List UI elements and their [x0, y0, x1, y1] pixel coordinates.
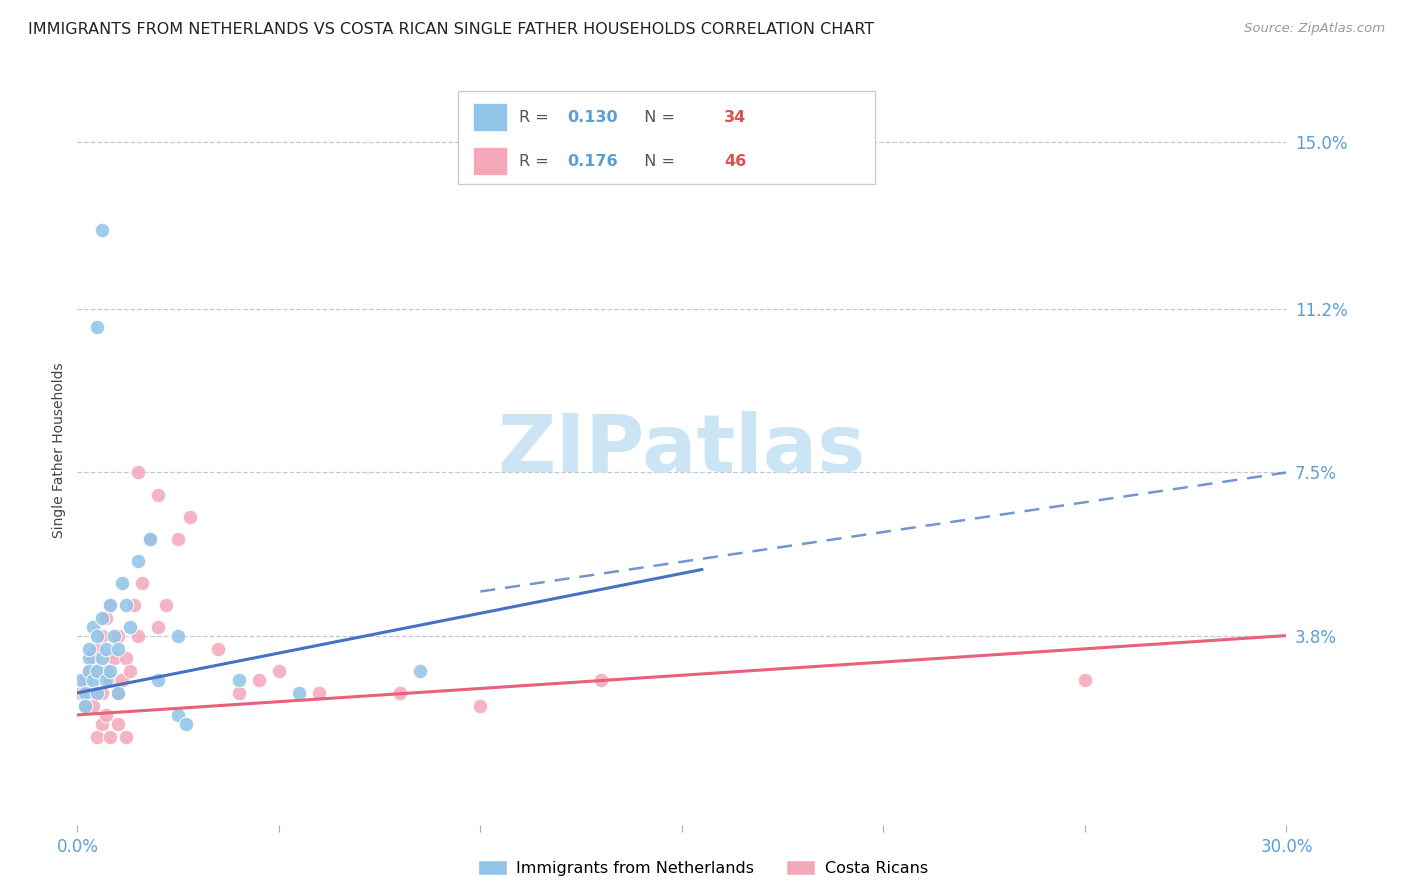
Point — [82, 650, 104, 665]
Point — [98, 598, 121, 612]
Point — [228, 673, 250, 687]
Point — [98, 598, 121, 612]
Point — [107, 686, 129, 700]
Point — [179, 509, 201, 524]
Point — [70, 686, 93, 700]
Point — [79, 641, 101, 656]
Text: N =: N = — [634, 153, 679, 169]
Point — [75, 673, 97, 687]
Y-axis label: Single Father Households: Single Father Households — [52, 363, 66, 538]
Point — [79, 650, 101, 665]
Point — [98, 664, 121, 678]
Point — [167, 629, 190, 643]
Point — [174, 716, 197, 731]
Point — [82, 673, 104, 687]
Point — [107, 686, 129, 700]
Point — [308, 686, 330, 700]
Point — [90, 629, 112, 643]
Point — [94, 611, 117, 625]
Point — [90, 716, 112, 731]
Point — [122, 598, 145, 612]
Point — [591, 673, 613, 687]
Point — [228, 686, 250, 700]
Point — [114, 730, 136, 744]
Point — [1074, 673, 1097, 687]
Text: N =: N = — [634, 110, 679, 125]
Point — [86, 686, 108, 700]
Text: Source: ZipAtlas.com: Source: ZipAtlas.com — [1244, 22, 1385, 36]
Point — [267, 664, 290, 678]
Point — [90, 611, 112, 625]
FancyBboxPatch shape — [458, 91, 876, 185]
Point — [94, 707, 117, 722]
Text: R =: R = — [519, 153, 554, 169]
Text: ZIPatlas: ZIPatlas — [498, 411, 866, 490]
Bar — [472, 103, 506, 131]
Point — [146, 673, 169, 687]
Point — [167, 707, 190, 722]
Point — [79, 686, 101, 700]
Point — [247, 673, 270, 687]
Point — [114, 598, 136, 612]
Point — [107, 716, 129, 731]
Legend: Immigrants from Netherlands, Costa Ricans: Immigrants from Netherlands, Costa Rican… — [472, 854, 934, 882]
Point — [98, 730, 121, 744]
Point — [86, 730, 108, 744]
Point — [114, 650, 136, 665]
Point — [470, 699, 492, 714]
Point — [103, 650, 125, 665]
Point — [82, 620, 104, 634]
Text: 46: 46 — [724, 153, 747, 169]
Point — [86, 641, 108, 656]
Point — [127, 629, 149, 643]
Point — [79, 664, 101, 678]
Text: 0.176: 0.176 — [567, 153, 617, 169]
Point — [75, 699, 97, 714]
Point — [103, 629, 125, 643]
Point — [86, 629, 108, 643]
Point — [167, 532, 190, 546]
Text: IMMIGRANTS FROM NETHERLANDS VS COSTA RICAN SINGLE FATHER HOUSEHOLDS CORRELATION : IMMIGRANTS FROM NETHERLANDS VS COSTA RIC… — [28, 22, 875, 37]
Point — [146, 487, 169, 501]
Point — [139, 532, 162, 546]
Point — [79, 664, 101, 678]
Point — [111, 673, 134, 687]
Point — [131, 575, 153, 590]
Point — [127, 466, 149, 480]
Point — [70, 673, 93, 687]
Point — [90, 686, 112, 700]
Point — [388, 686, 411, 700]
Point — [86, 320, 108, 334]
Point — [139, 532, 162, 546]
Text: R =: R = — [519, 110, 554, 125]
Bar — [472, 147, 506, 175]
Point — [94, 641, 117, 656]
Text: 0.130: 0.130 — [567, 110, 617, 125]
Point — [111, 575, 134, 590]
Point — [94, 664, 117, 678]
Point — [90, 650, 112, 665]
Point — [155, 598, 177, 612]
Point — [82, 699, 104, 714]
Point — [107, 629, 129, 643]
Point — [98, 673, 121, 687]
Point — [75, 699, 97, 714]
Point — [107, 641, 129, 656]
Point — [409, 664, 432, 678]
Point — [118, 664, 141, 678]
Point — [86, 664, 108, 678]
Text: 34: 34 — [724, 110, 747, 125]
Point — [288, 686, 311, 700]
Point — [118, 620, 141, 634]
Point — [94, 673, 117, 687]
Point — [75, 686, 97, 700]
Point — [90, 223, 112, 237]
Point — [207, 641, 229, 656]
Point — [86, 664, 108, 678]
Point — [127, 554, 149, 568]
Point — [146, 620, 169, 634]
